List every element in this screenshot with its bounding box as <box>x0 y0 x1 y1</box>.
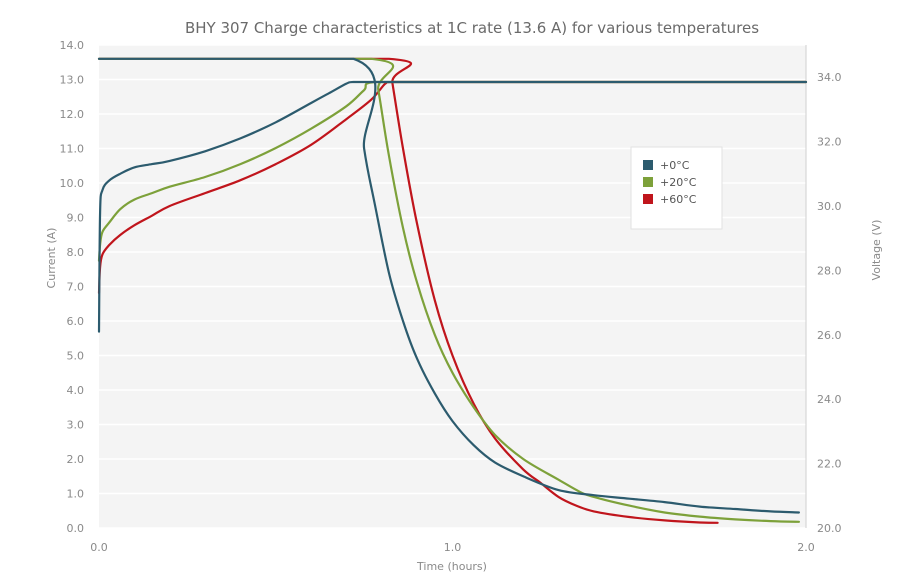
series-0-voltage-line <box>97 80 808 333</box>
x-tick-label-1: 1.0 <box>444 541 462 554</box>
y-right-tick-label-6: 32.0 <box>817 136 842 149</box>
y-axis-left-label: Current (A) <box>45 228 58 289</box>
y-left-tick-label-9: 9.0 <box>67 212 85 225</box>
legend-label-0: +0°C <box>660 159 690 172</box>
right-axis-ticks: 20.0 22.0 24.0 26.0 28.0 30.0 32.0 34.0 <box>817 71 842 535</box>
series-2-current-line <box>97 57 719 524</box>
y-left-tick-label-0: 0.0 <box>67 522 85 535</box>
legend-label-2: +60°C <box>660 193 697 206</box>
y-left-tick-label-2: 2.0 <box>67 453 85 466</box>
chart-title: BHY 307 Charge characteristics at 1C rat… <box>185 19 759 37</box>
x-axis-ticks: 0.0 1.0 2.0 <box>90 541 815 554</box>
y-right-tick-label-0: 20.0 <box>817 522 842 535</box>
legend-swatch-2 <box>643 194 653 204</box>
series-1-current-line <box>97 57 800 523</box>
y-left-tick-label-7: 7.0 <box>67 281 85 294</box>
series-0-current-line <box>97 57 800 514</box>
legend-swatch-0 <box>643 160 653 170</box>
x-tick-label-2: 2.0 <box>797 541 815 554</box>
left-axis-ticks: 0.0 1.0 2.0 3.0 4.0 5.0 6.0 7.0 8.0 9.0 10.0 11.0 12… <box>60 39 85 535</box>
y-right-tick-label-4: 28.0 <box>817 264 842 277</box>
grid-lines <box>99 44 807 529</box>
y-left-tick-label-6: 6.0 <box>67 315 85 328</box>
y-left-tick-label-4: 4.0 <box>67 384 85 397</box>
y-axis-right-label: Voltage (V) <box>870 220 883 281</box>
x-tick-label-0: 0.0 <box>90 541 108 554</box>
y-left-tick-label-13: 13.0 <box>60 74 85 87</box>
y-left-tick-label-3: 3.0 <box>67 419 85 432</box>
y-left-tick-label-14: 14.0 <box>60 39 85 52</box>
y-left-tick-label-5: 5.0 <box>67 350 85 363</box>
legend-label-1: +20°C <box>660 176 697 189</box>
y-right-tick-label-7: 34.0 <box>817 71 842 84</box>
legend-swatch-1 <box>643 177 653 187</box>
y-left-tick-label-11: 11.0 <box>60 143 85 156</box>
y-right-tick-label-3: 26.0 <box>817 329 842 342</box>
y-right-tick-label-1: 22.0 <box>817 458 842 471</box>
y-right-tick-label-5: 30.0 <box>817 200 842 213</box>
legend: +0°C +20°C +60°C <box>630 146 723 230</box>
y-left-tick-label-12: 12.0 <box>60 108 85 121</box>
y-right-tick-label-2: 24.0 <box>817 393 842 406</box>
y-left-tick-label-8: 8.0 <box>67 246 85 259</box>
y-left-tick-label-1: 1.0 <box>67 488 85 501</box>
series-layer <box>97 57 808 524</box>
y-left-tick-label-10: 10.0 <box>60 177 85 190</box>
x-axis-label: Time (hours) <box>416 560 487 573</box>
